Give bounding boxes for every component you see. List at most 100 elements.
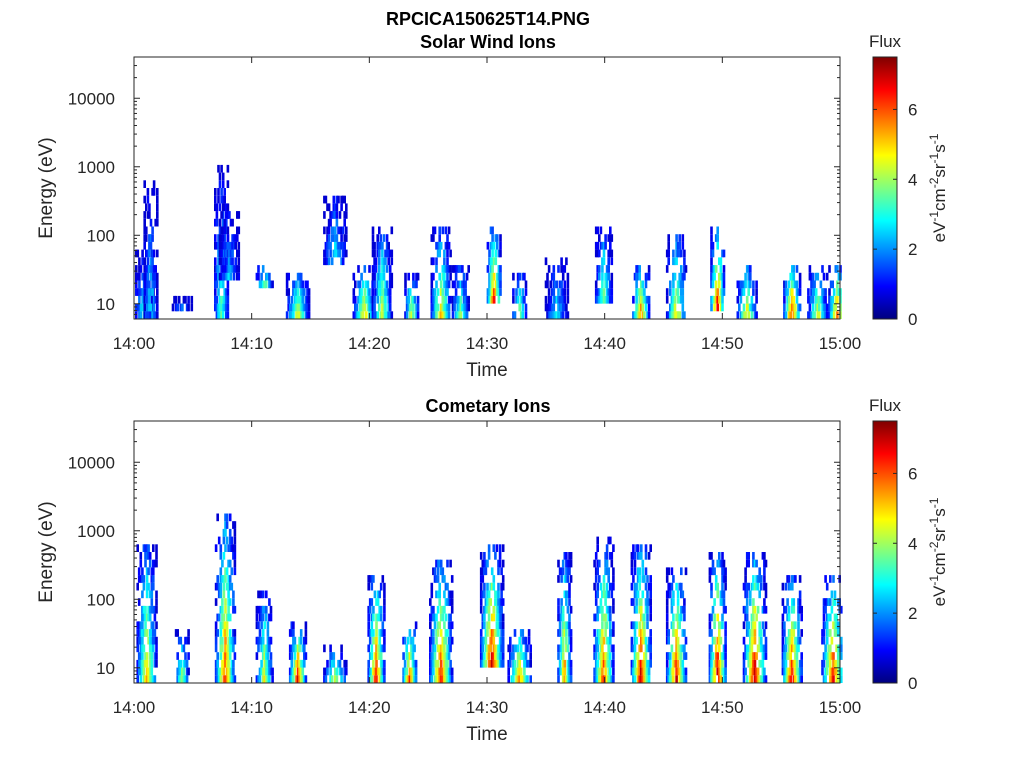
spectrogram-cell [829, 667, 832, 676]
spectrogram-cell [561, 636, 565, 645]
spectrogram-cell [486, 629, 489, 637]
spectrogram-cell [413, 659, 416, 668]
spectrogram-cell [739, 295, 743, 304]
spectrogram-cell [367, 621, 370, 630]
spectrogram-cell [228, 241, 231, 250]
spectrogram-cell [550, 288, 554, 296]
spectrogram-cell [298, 644, 301, 653]
spectrogram-cell [298, 675, 301, 683]
spectrogram-cell [233, 536, 237, 545]
spectrogram-cell [465, 272, 469, 281]
spectrogram-cell [744, 567, 747, 576]
spectrogram-cell [370, 613, 374, 622]
spectrogram-cell [667, 311, 670, 319]
spectrogram-cell [490, 636, 494, 645]
spectrogram-cell [221, 218, 225, 227]
spectrogram-cell [808, 265, 812, 273]
spectrogram-cell [598, 559, 601, 568]
spectrogram-cell [255, 675, 259, 683]
spectrogram-cell [304, 652, 308, 660]
spectrogram-cell [187, 295, 190, 304]
spectrogram-cell [795, 659, 799, 668]
spectrogram-cell [811, 303, 815, 312]
spectrogram-cell [407, 636, 410, 645]
spectrogram-cell [495, 598, 499, 606]
spectrogram-cell [358, 280, 362, 289]
spectrogram-cell [672, 288, 675, 296]
colorbar-tick-label: 2 [908, 240, 917, 259]
spectrogram-cell [676, 659, 680, 668]
spectrogram-cell [667, 652, 670, 660]
spectrogram-cell [764, 621, 768, 630]
spectrogram-cell [560, 667, 563, 676]
spectrogram-cell [550, 303, 554, 312]
spectrogram-cell [716, 226, 719, 235]
spectrogram-cell [268, 613, 271, 622]
spectrogram-cell [714, 575, 718, 583]
spectrogram-cell [429, 621, 432, 630]
spectrogram-cell [376, 598, 380, 606]
spectrogram-cell [462, 288, 466, 296]
spectrogram-cell [383, 675, 386, 683]
spectrogram-cell [146, 211, 150, 219]
spectrogram-cell [486, 241, 490, 250]
spectrogram-cell [800, 613, 803, 622]
spectrogram-cell [609, 226, 612, 235]
spectrogram-cell [742, 582, 746, 591]
spectrogram-cell [495, 605, 499, 614]
spectrogram-cell [498, 552, 502, 560]
spectrogram-cell [375, 675, 378, 683]
spectrogram-cell [298, 659, 301, 668]
spectrogram-cell [370, 667, 374, 676]
spectrogram-cell [255, 652, 259, 660]
spectrogram-cell [638, 311, 641, 319]
spectrogram-cell [680, 567, 683, 576]
spectrogram-cell [713, 675, 716, 683]
spectrogram-cell [217, 667, 221, 676]
spectrogram-cell [332, 226, 336, 235]
spectrogram-cell [499, 288, 502, 296]
spectrogram-cell [814, 288, 818, 296]
spectrogram-cell [224, 598, 227, 606]
spectrogram-cell [646, 621, 649, 630]
spectrogram-cell [633, 567, 637, 576]
spectrogram-cell [479, 659, 483, 668]
spectrogram-cell [489, 629, 492, 637]
spectrogram-cell [602, 241, 606, 250]
spectrogram-cell [724, 621, 727, 630]
spectrogram-cell [784, 659, 788, 668]
spectrogram-cell [381, 644, 385, 653]
spectrogram-cell [265, 675, 268, 683]
spectrogram-cell [231, 234, 234, 242]
spectrogram-cell [594, 241, 598, 250]
spectrogram-cell [647, 582, 651, 591]
spectrogram-cell [764, 605, 768, 614]
spectrogram-cell [599, 226, 603, 235]
spectrogram-cell [825, 659, 829, 668]
spectrogram-cell [489, 295, 493, 304]
spectrogram-cell [594, 613, 598, 622]
spectrogram-cell [228, 257, 231, 266]
spectrogram-cell [449, 659, 452, 668]
spectrogram-cell [236, 211, 239, 219]
spectrogram-cell [220, 164, 223, 173]
spectrogram-cell [221, 241, 225, 250]
spectrogram-cell [335, 667, 339, 676]
spectrogram-cell [218, 241, 222, 250]
spectrogram-cell [381, 257, 384, 266]
spectrogram-cell [501, 613, 505, 622]
spectrogram-cell [324, 249, 328, 258]
spectrogram-cell [232, 629, 235, 637]
x-tick-label: 14:20 [348, 334, 391, 353]
spectrogram-cell [640, 613, 643, 622]
spectrogram-cell [370, 629, 374, 637]
spectrogram-cell [710, 590, 713, 599]
spectrogram-cell [552, 295, 556, 304]
spectrogram-cell [795, 288, 799, 296]
spectrogram-cell [263, 675, 266, 683]
spectrogram-cell [139, 311, 143, 319]
spectrogram-cell [675, 249, 678, 258]
spectrogram-cell [596, 559, 599, 568]
spectrogram-cell [345, 249, 348, 258]
spectrogram-cell [221, 211, 225, 219]
